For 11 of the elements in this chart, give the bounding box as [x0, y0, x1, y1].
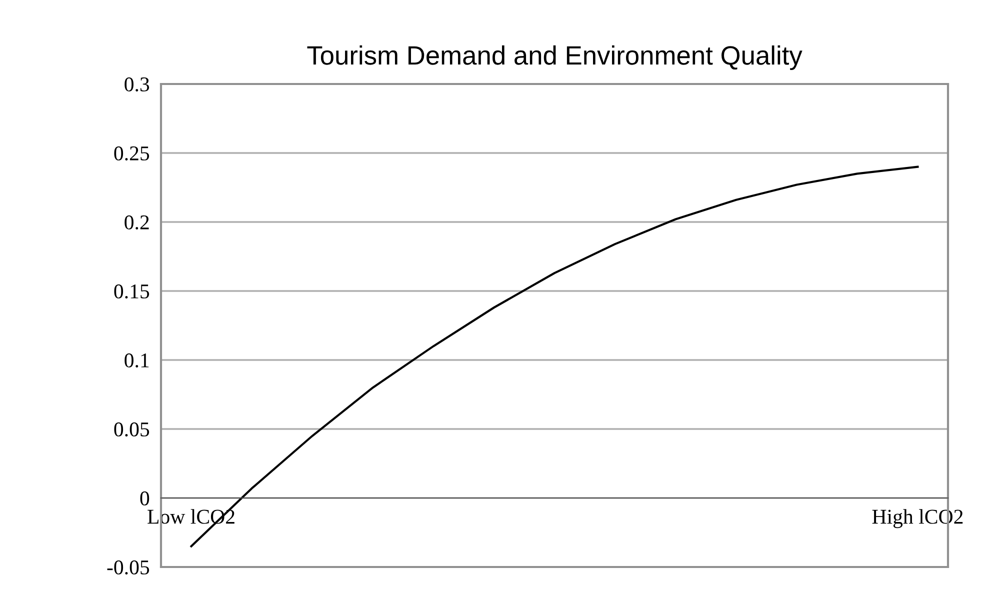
y-tick-label: 0.1 [124, 353, 149, 368]
y-tick-label: 0 [140, 491, 150, 506]
line-series [190, 166, 919, 548]
y-tick-label: 0.25 [114, 146, 150, 161]
y-tick-label: 0.2 [124, 215, 149, 230]
y-tick-label: 0.05 [114, 422, 150, 437]
y-tick-label: 0.3 [124, 77, 150, 92]
y-tick-label: 0.15 [114, 284, 150, 299]
y-tick-label: -0.05 [107, 560, 150, 575]
chart-title: Tourism Demand and Environment Quality [307, 45, 802, 70]
x-tick-label: High lCO2 [872, 509, 963, 528]
